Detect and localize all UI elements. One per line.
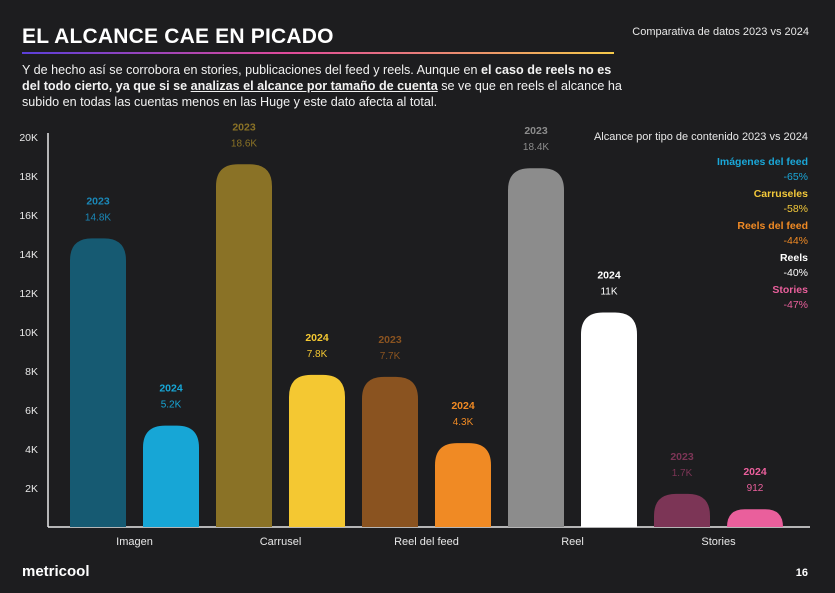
bar-value-label: 5.2K xyxy=(161,400,182,411)
bar-year-label: 2024 xyxy=(597,270,621,282)
bar-value-label: 14.8K xyxy=(85,212,111,223)
legend-item-reels: Reels -40% xyxy=(594,251,808,281)
legend: Alcance por tipo de contenido 2023 vs 20… xyxy=(594,131,808,315)
bar-year-label: 2024 xyxy=(743,466,767,478)
x-tick-label: Reel xyxy=(561,536,584,548)
bar-year-label: 2023 xyxy=(670,451,694,463)
y-tick-label: 2K xyxy=(25,483,38,495)
legend-pct: -44% xyxy=(783,235,808,247)
y-tick-label: 14K xyxy=(19,249,38,261)
intro-part-2: se ve que en reels el alcance ha subido … xyxy=(22,79,622,109)
legend-item-stories: Stories -47% xyxy=(594,283,808,313)
page-title: EL ALCANCE CAE EN PICADO xyxy=(22,25,334,48)
bar-value-label: 18.4K xyxy=(523,142,549,153)
title-underline xyxy=(22,52,614,54)
legend-pct: -58% xyxy=(783,203,808,215)
y-tick-label: 18K xyxy=(19,171,38,183)
bar-2024-reel xyxy=(581,312,637,527)
legend-name: Reels xyxy=(779,252,808,264)
legend-item-images: Imágenes del feed -65% xyxy=(594,155,808,185)
bar-value-label: 11K xyxy=(600,287,617,298)
bar-year-label: 2023 xyxy=(524,125,548,137)
legend-name: Carruseles xyxy=(753,188,808,200)
bar-2024-stories xyxy=(727,509,783,527)
legend-item-feed-reels: Reels del feed -44% xyxy=(594,219,808,249)
bar-value-label: 912 xyxy=(747,483,764,494)
bar-value-label: 4.3K xyxy=(453,417,474,428)
comparison-caption: Comparativa de datos 2023 vs 2024 xyxy=(632,26,809,38)
x-tick-label: Carrusel xyxy=(260,536,302,548)
bar-year-label: 2023 xyxy=(232,121,256,133)
x-tick-label: Imagen xyxy=(116,536,153,548)
legend-pct: -47% xyxy=(783,299,808,311)
x-tick-label: Stories xyxy=(701,536,736,548)
y-tick-label: 20K xyxy=(19,132,38,144)
legend-pct: -40% xyxy=(783,267,808,279)
bar-value-label: 18.6K xyxy=(231,138,257,149)
legend-name: Reels del feed xyxy=(737,220,808,232)
bar-2024-imagen xyxy=(143,425,199,527)
x-tick-label: Reel del feed xyxy=(394,536,459,548)
bar-2023-reel xyxy=(508,168,564,527)
legend-name: Imágenes del feed xyxy=(716,156,808,168)
bar-2023-stories xyxy=(654,493,710,527)
bar-2023-reel-del-feed xyxy=(362,376,418,527)
bar-2024-carrusel xyxy=(289,374,345,527)
legend-pct: -65% xyxy=(783,171,808,183)
bar-2024-reel-del-feed xyxy=(435,443,491,527)
y-tick-label: 16K xyxy=(19,210,38,222)
bar-value-label: 7.7K xyxy=(380,351,401,362)
y-tick-label: 8K xyxy=(25,366,38,378)
intro-underlined: analizas el alcance por tamaño de cuenta xyxy=(190,79,438,93)
intro-bold: el caso de reels no es del todo cierto, … xyxy=(22,63,612,93)
bar-value-label: 1.7K xyxy=(672,468,693,479)
bar-year-label: 2023 xyxy=(86,195,110,207)
bar-2023-imagen xyxy=(70,238,126,527)
bar-year-label: 2024 xyxy=(305,332,329,344)
bar-2023-carrusel xyxy=(216,164,272,528)
bar-year-label: 2024 xyxy=(451,400,475,412)
y-tick-label: 10K xyxy=(19,327,38,339)
legend-title: Alcance por tipo de contenido 2023 vs 20… xyxy=(593,131,808,143)
y-tick-label: 6K xyxy=(25,405,38,417)
y-tick-label: 12K xyxy=(19,288,38,300)
legend-name: Stories xyxy=(772,284,808,296)
y-tick-label: 4K xyxy=(25,444,38,456)
intro-part-1: Y de hecho así se corrobora en stories, … xyxy=(22,63,482,77)
intro-text: Y de hecho así se corrobora en stories, … xyxy=(22,62,622,110)
page-number: 16 xyxy=(795,567,808,579)
metricool-logo: metricool xyxy=(22,563,90,580)
bar-value-label: 7.8K xyxy=(307,349,328,360)
bar-year-label: 2023 xyxy=(378,334,402,346)
bar-year-label: 2024 xyxy=(159,383,183,395)
legend-item-carousels: Carruseles -58% xyxy=(594,187,808,217)
